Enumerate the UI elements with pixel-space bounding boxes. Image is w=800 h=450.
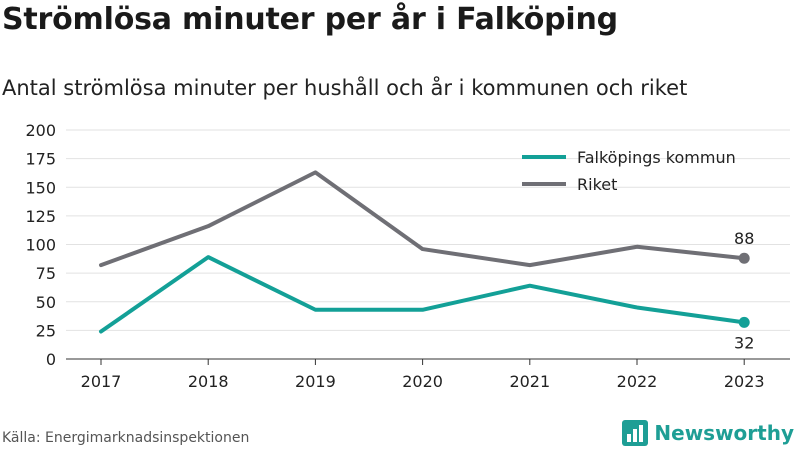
brand-logo: Newsworthy [622,420,794,446]
y-tick-label: 200 [25,121,56,140]
x-tick-label: 2020 [402,372,443,391]
y-tick-label: 50 [36,293,56,312]
chart-subtitle: Antal strömlösa minuter per hushåll och … [2,76,688,100]
bar-chart-logo-icon [622,420,649,446]
y-tick-label: 25 [36,321,56,340]
brand-name: Newsworthy [654,421,794,445]
series-end-point-0 [738,316,750,328]
y-tick-label: 0 [46,350,56,369]
legend-label-0: Falköpings kommun [577,148,736,167]
y-tick-label: 75 [36,264,56,283]
chart-title: Strömlösa minuter per år i Falköping [2,2,618,37]
y-tick-label: 125 [25,207,56,226]
series-line-0 [99,255,747,334]
y-tick-label: 100 [25,236,56,255]
series-end-label-1: 88 [734,229,754,248]
x-tick-label: 2017 [81,372,122,391]
series-end-label-0: 32 [734,333,754,352]
series-line-1 [99,170,747,268]
y-tick-label: 175 [25,150,56,169]
x-tick-label: 2023 [724,372,765,391]
y-tick-label: 150 [25,178,56,197]
x-tick-label: 2019 [295,372,336,391]
x-tick-label: 2018 [188,372,229,391]
source-note: Källa: Energimarknadsinspektionen [2,430,250,446]
line-chart: 0 25 50 75 100 125 150 175 200 2017 2018 2019 2020 2… [25,121,790,391]
x-tick-label: 2022 [617,372,658,391]
x-tick-label: 2021 [509,372,550,391]
legend-label-1: Riket [577,175,617,194]
series-end-point-1 [738,252,750,264]
